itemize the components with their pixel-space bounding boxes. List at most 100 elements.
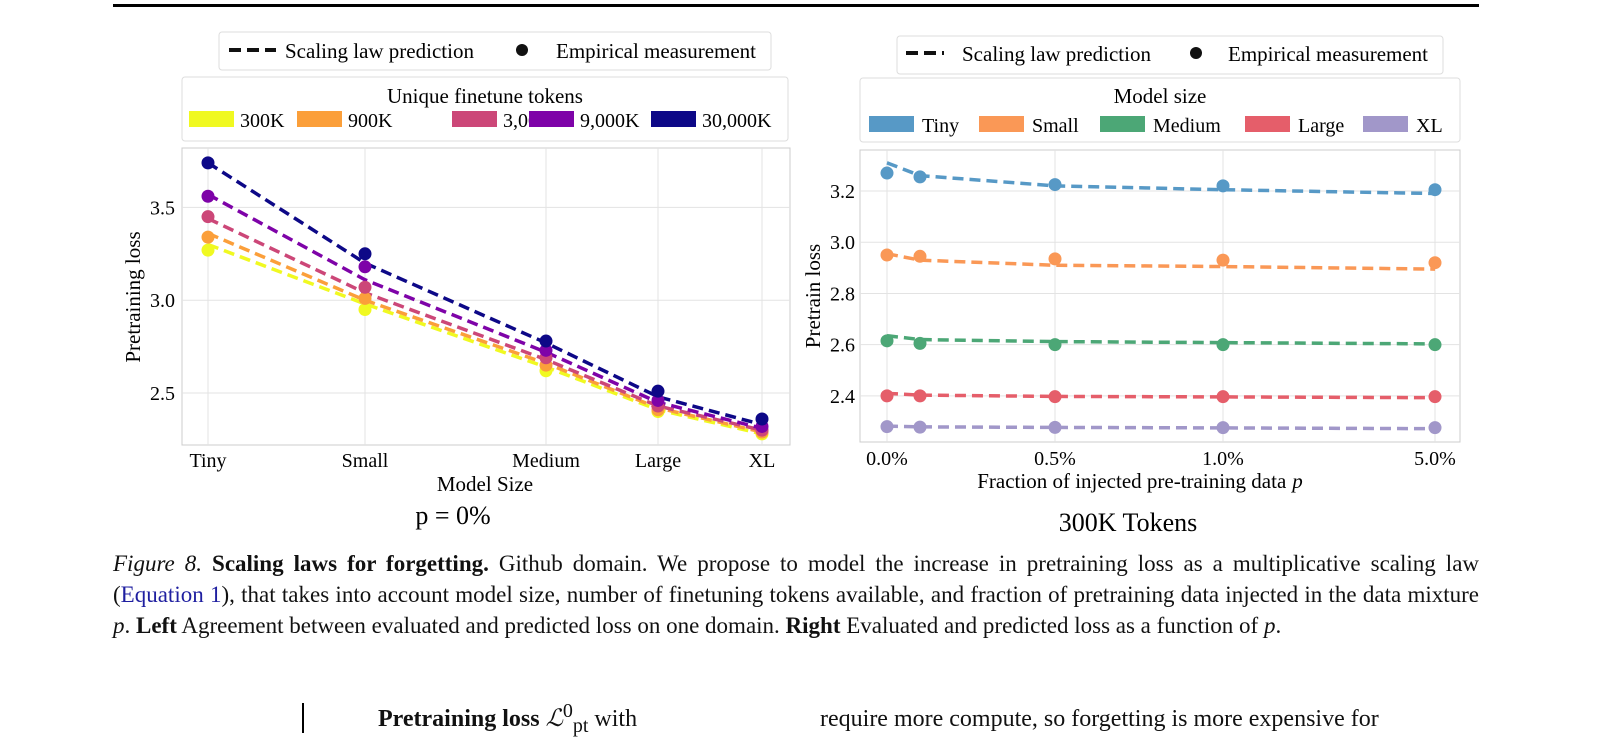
below-right-text: require more compute, so forgetting is m… — [820, 706, 1379, 732]
left-x-tick-label: Tiny — [189, 450, 226, 472]
left-legend-label: 900K — [348, 110, 393, 132]
right-data-point — [913, 336, 927, 350]
equation-link[interactable]: Equation 1 — [120, 582, 222, 607]
right-x-tick-label: 0.0% — [866, 448, 908, 470]
left-legend-swatch — [189, 111, 234, 127]
right-data-point — [913, 420, 927, 434]
below-left-bold: Pretraining loss — [378, 706, 540, 732]
left-data-point — [201, 210, 215, 224]
left-panel-label: p = 0% — [415, 501, 490, 530]
right-y-tick-label: 2.4 — [830, 386, 855, 408]
right-data-point — [913, 249, 927, 263]
right-tick-labels: 0.0% 0.5% 1.0% 5.0% 2.4 2.6 2.8 3.0 3.2 — [830, 181, 1456, 470]
left-data-point — [539, 334, 553, 348]
right-legend-swatch — [869, 116, 914, 132]
left-legend-label: 9,000K — [580, 110, 640, 132]
left-y-tick-label: 3.0 — [150, 290, 175, 312]
right-panel-label: 300K Tokens — [1059, 508, 1198, 537]
left-data-point — [539, 343, 553, 357]
right-legend-swatch — [979, 116, 1024, 132]
left-style-legend-box — [218, 31, 772, 71]
left-data-point — [651, 384, 665, 398]
right-data-point — [1428, 256, 1442, 270]
right-y-tick-label: 2.6 — [830, 335, 855, 357]
caption-text-3: . — [124, 613, 131, 638]
left-data-point — [358, 260, 372, 274]
right-data-point — [1428, 421, 1442, 435]
right-legend-title: Model size — [1114, 84, 1207, 108]
right-data-point — [1048, 420, 1062, 434]
left-style-legend-prediction: Scaling law prediction — [285, 39, 474, 63]
right-data-point — [1428, 183, 1442, 197]
right-y-tick-label: 2.8 — [830, 283, 855, 305]
right-prediction-line — [886, 333, 1436, 346]
right-data-point — [880, 334, 894, 348]
right-chart-panel: Scaling law prediction Empirical measure… — [801, 35, 1461, 537]
caption-right-text: Evaluated and predicted loss as a functi… — [846, 613, 1259, 638]
left-style-legend-dot — [516, 44, 528, 56]
left-y-axis-label: Pretraining loss — [121, 231, 145, 362]
right-data-point — [1048, 252, 1062, 266]
left-x-tick-label: Medium — [512, 450, 580, 472]
figure: Scaling law prediction Empirical measure… — [121, 31, 1461, 537]
right-prediction-line — [886, 391, 1436, 400]
right-x-tick-label: 1.0% — [1202, 448, 1244, 470]
left-prediction-line — [207, 192, 763, 430]
right-prediction-line — [886, 424, 1436, 431]
right-data-point — [1048, 390, 1062, 404]
left-y-tick-label: 2.5 — [150, 383, 175, 405]
caption-var-p: p — [113, 613, 125, 638]
below-left-sup: 0 — [562, 700, 573, 722]
right-data-point — [1048, 178, 1062, 192]
left-legend-swatch — [297, 111, 342, 127]
right-legend-label: Tiny — [922, 115, 959, 137]
right-x-axis-label-text: Fraction of injected pre-training data — [977, 469, 1287, 493]
left-legend-label: 30,000K — [702, 110, 772, 132]
right-x-axis-var: p — [1290, 469, 1303, 493]
caption-title: Scaling laws for forgetting. — [212, 551, 489, 576]
right-style-legend-measurement: Empirical measurement — [1228, 42, 1428, 66]
right-data-point — [880, 420, 894, 434]
right-legend-swatch — [1100, 116, 1145, 132]
caption-text-2: ), that takes into account model size, n… — [221, 582, 1479, 607]
caption-left-label: Left — [136, 613, 177, 638]
below-left-rest: with — [594, 706, 638, 732]
left-series-points — [201, 156, 769, 441]
left-data-point — [358, 247, 372, 261]
left-x-tick-label: Large — [635, 450, 681, 472]
caption-end: . — [1275, 613, 1282, 638]
below-left-math: ℒ — [545, 706, 563, 732]
right-plot-area — [859, 149, 1461, 443]
right-y-axis-label: Pretrain loss — [801, 244, 825, 348]
left-style-legend-measurement: Empirical measurement — [556, 39, 756, 63]
below-left-heading: Pretraining loss ℒ0pt with — [378, 700, 637, 738]
right-data-point — [1216, 338, 1230, 352]
right-legend-swatch — [1245, 116, 1290, 132]
right-data-point — [1216, 421, 1230, 435]
left-legend-title: Unique finetune tokens — [387, 84, 583, 108]
left-data-point — [358, 302, 372, 316]
left-x-axis-label: Model Size — [437, 472, 533, 496]
left-y-tick-label: 3.5 — [150, 197, 175, 219]
left-data-point — [201, 230, 215, 244]
right-x-tick-label: 5.0% — [1414, 448, 1456, 470]
left-chart-panel: Scaling law prediction Empirical measure… — [121, 31, 791, 530]
right-data-point — [1216, 179, 1230, 193]
right-x-tick-label: 0.5% — [1034, 448, 1076, 470]
left-data-point — [755, 412, 769, 426]
left-data-point — [201, 243, 215, 257]
right-series-points — [880, 166, 1442, 435]
right-prediction-line — [886, 252, 1436, 271]
right-legend-label: Large — [1298, 115, 1344, 137]
left-data-point — [358, 280, 372, 294]
right-style-legend-prediction: Scaling law prediction — [962, 42, 1151, 66]
algorithm-bar — [302, 703, 304, 733]
left-data-point — [201, 156, 215, 170]
caption-text-1: Github domain. We propose to model the i… — [113, 551, 1480, 607]
right-data-point — [880, 389, 894, 403]
left-x-tick-label: Small — [342, 450, 389, 472]
caption-var-p-2: p — [1263, 613, 1276, 638]
caption-left-text: Agreement between evaluated and predicte… — [181, 613, 780, 638]
right-y-tick-label: 3.2 — [830, 181, 855, 203]
